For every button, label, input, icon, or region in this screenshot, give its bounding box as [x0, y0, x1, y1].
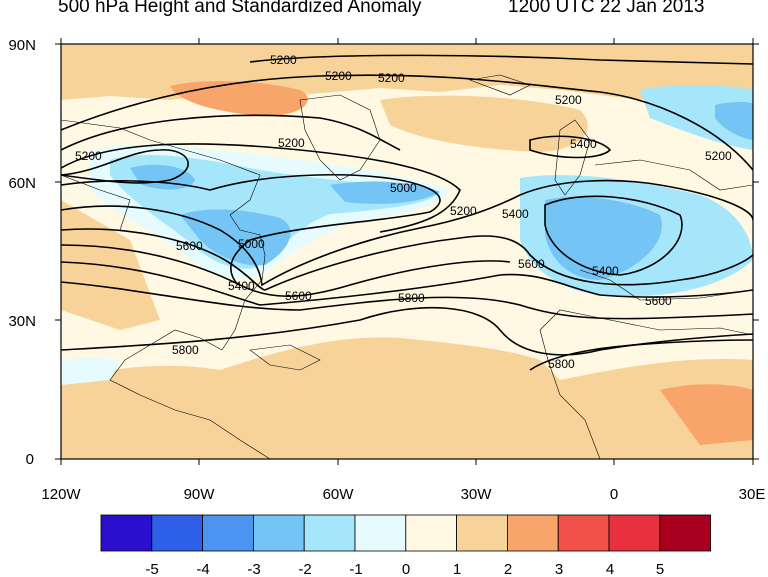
contour-label: 5200 [555, 93, 582, 107]
lat-label: 60N [8, 175, 36, 192]
colorbar-label: 1 [453, 561, 461, 577]
contour-label: 5200 [378, 71, 405, 85]
lon-label: 0 [610, 486, 618, 503]
colorbar-swatch [608, 514, 661, 552]
lon-label: 90W [184, 486, 216, 503]
contour-label: 5800 [548, 357, 575, 371]
colorbar-label: -5 [145, 561, 158, 577]
contour-label: 5200 [325, 69, 352, 83]
contour-label: 5000 [238, 237, 265, 251]
colorbar-label: 2 [504, 561, 512, 577]
colorbar-swatch [659, 514, 711, 552]
lon-label: 120W [41, 486, 81, 503]
anomaly-shading [61, 44, 753, 459]
colorbar-label: 0 [402, 561, 410, 577]
colorbar-swatch [252, 514, 305, 552]
contour-label: 5200 [705, 149, 732, 163]
contour-label: 5000 [390, 181, 417, 195]
colorbar [100, 514, 711, 552]
colorbar-swatch [100, 514, 153, 552]
colorbar-swatch [354, 514, 407, 552]
lat-label: 90N [8, 37, 36, 54]
colorbar-label: -1 [349, 561, 362, 577]
contour-label: 5400 [570, 137, 597, 151]
lat-label: 0 [26, 451, 34, 468]
colorbar-swatch [557, 514, 610, 552]
contour-label: 5600 [645, 294, 672, 308]
contour-label: 5200 [278, 136, 305, 150]
contour-label: 5200 [270, 53, 297, 67]
plot-frame [60, 43, 754, 460]
contour-label: 5800 [172, 343, 199, 357]
axis-ticks [55, 38, 759, 465]
lon-label: 60W [323, 486, 355, 503]
contour-labels: 5200 5200 5200 5200 5200 5200 5200 5400 … [75, 53, 732, 371]
colorbar-swatch [202, 514, 254, 552]
colorbar-label: 5 [656, 561, 664, 577]
contour-label: 5600 [285, 289, 312, 303]
height-contours [61, 54, 753, 371]
colorbar-label: -4 [196, 561, 209, 577]
colorbar-swatch [303, 514, 356, 552]
map-title: 500 hPa Height and Standardized Anomaly [58, 0, 422, 17]
colorbar-labels: -5 -4 -3 -2 -1 0 1 2 3 4 5 [145, 561, 664, 577]
map-datetime: 1200 UTC 22 Jan 2013 [508, 0, 705, 17]
contour-label: 5600 [518, 257, 545, 271]
contour-label: 5400 [502, 207, 529, 221]
lon-label: 30W [461, 486, 493, 503]
coastlines [61, 74, 753, 459]
colorbar-label: 4 [606, 561, 614, 577]
contour-label: 5400 [228, 279, 255, 293]
contour-label: 5600 [176, 239, 203, 253]
colorbar-label: -3 [247, 561, 260, 577]
contour-label: 5800 [398, 291, 425, 305]
contour-label: 5200 [450, 204, 477, 218]
colorbar-swatch [405, 514, 457, 552]
colorbar-label: -2 [298, 561, 311, 577]
lon-label: 30E [739, 486, 766, 503]
colorbar-swatch [456, 514, 508, 552]
contour-label: 5400 [592, 264, 619, 278]
lat-label: 30N [8, 313, 36, 330]
colorbar-swatch [151, 514, 204, 552]
colorbar-swatch [506, 514, 559, 552]
contour-label: 5200 [75, 149, 102, 163]
colorbar-label: 3 [555, 561, 563, 577]
